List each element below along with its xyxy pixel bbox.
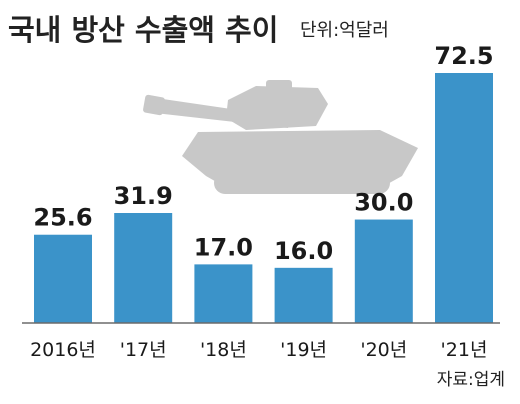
category-label-0: 2016년 xyxy=(30,339,96,361)
unit-label: 단위:억달러 xyxy=(300,20,389,41)
value-label-0: 25.6 xyxy=(33,204,92,232)
value-label-3: 16.0 xyxy=(274,237,333,265)
value-label-1: 31.9 xyxy=(114,182,173,210)
bar-5 xyxy=(435,73,493,323)
value-label-5: 72.5 xyxy=(434,42,493,70)
category-label-5: '21년 xyxy=(441,339,488,361)
source-label: 자료:업계 xyxy=(437,370,505,390)
bar-1 xyxy=(114,213,173,323)
category-label-4: '20년 xyxy=(360,339,407,361)
bar-3 xyxy=(274,267,333,323)
value-labels-layer: 25.6 31.9 17.0 16.0 30.0 72.5 xyxy=(33,42,493,265)
value-label-2: 17.0 xyxy=(194,233,253,261)
category-label-1: '17년 xyxy=(120,339,167,361)
howitzer-icon xyxy=(143,80,418,194)
bar-0 xyxy=(34,234,92,323)
value-label-4: 30.0 xyxy=(354,189,413,217)
bar-4 xyxy=(354,219,413,323)
bars-layer xyxy=(34,73,493,323)
category-label-3: '19년 xyxy=(280,339,327,361)
category-label-2: '18년 xyxy=(200,339,247,361)
category-labels-layer: 2016년 '17년 '18년 '19년 '20년 '21년 xyxy=(30,339,487,361)
bar-2 xyxy=(194,264,253,323)
chart-title: 국내 방산 수출액 추이 xyxy=(8,13,278,47)
